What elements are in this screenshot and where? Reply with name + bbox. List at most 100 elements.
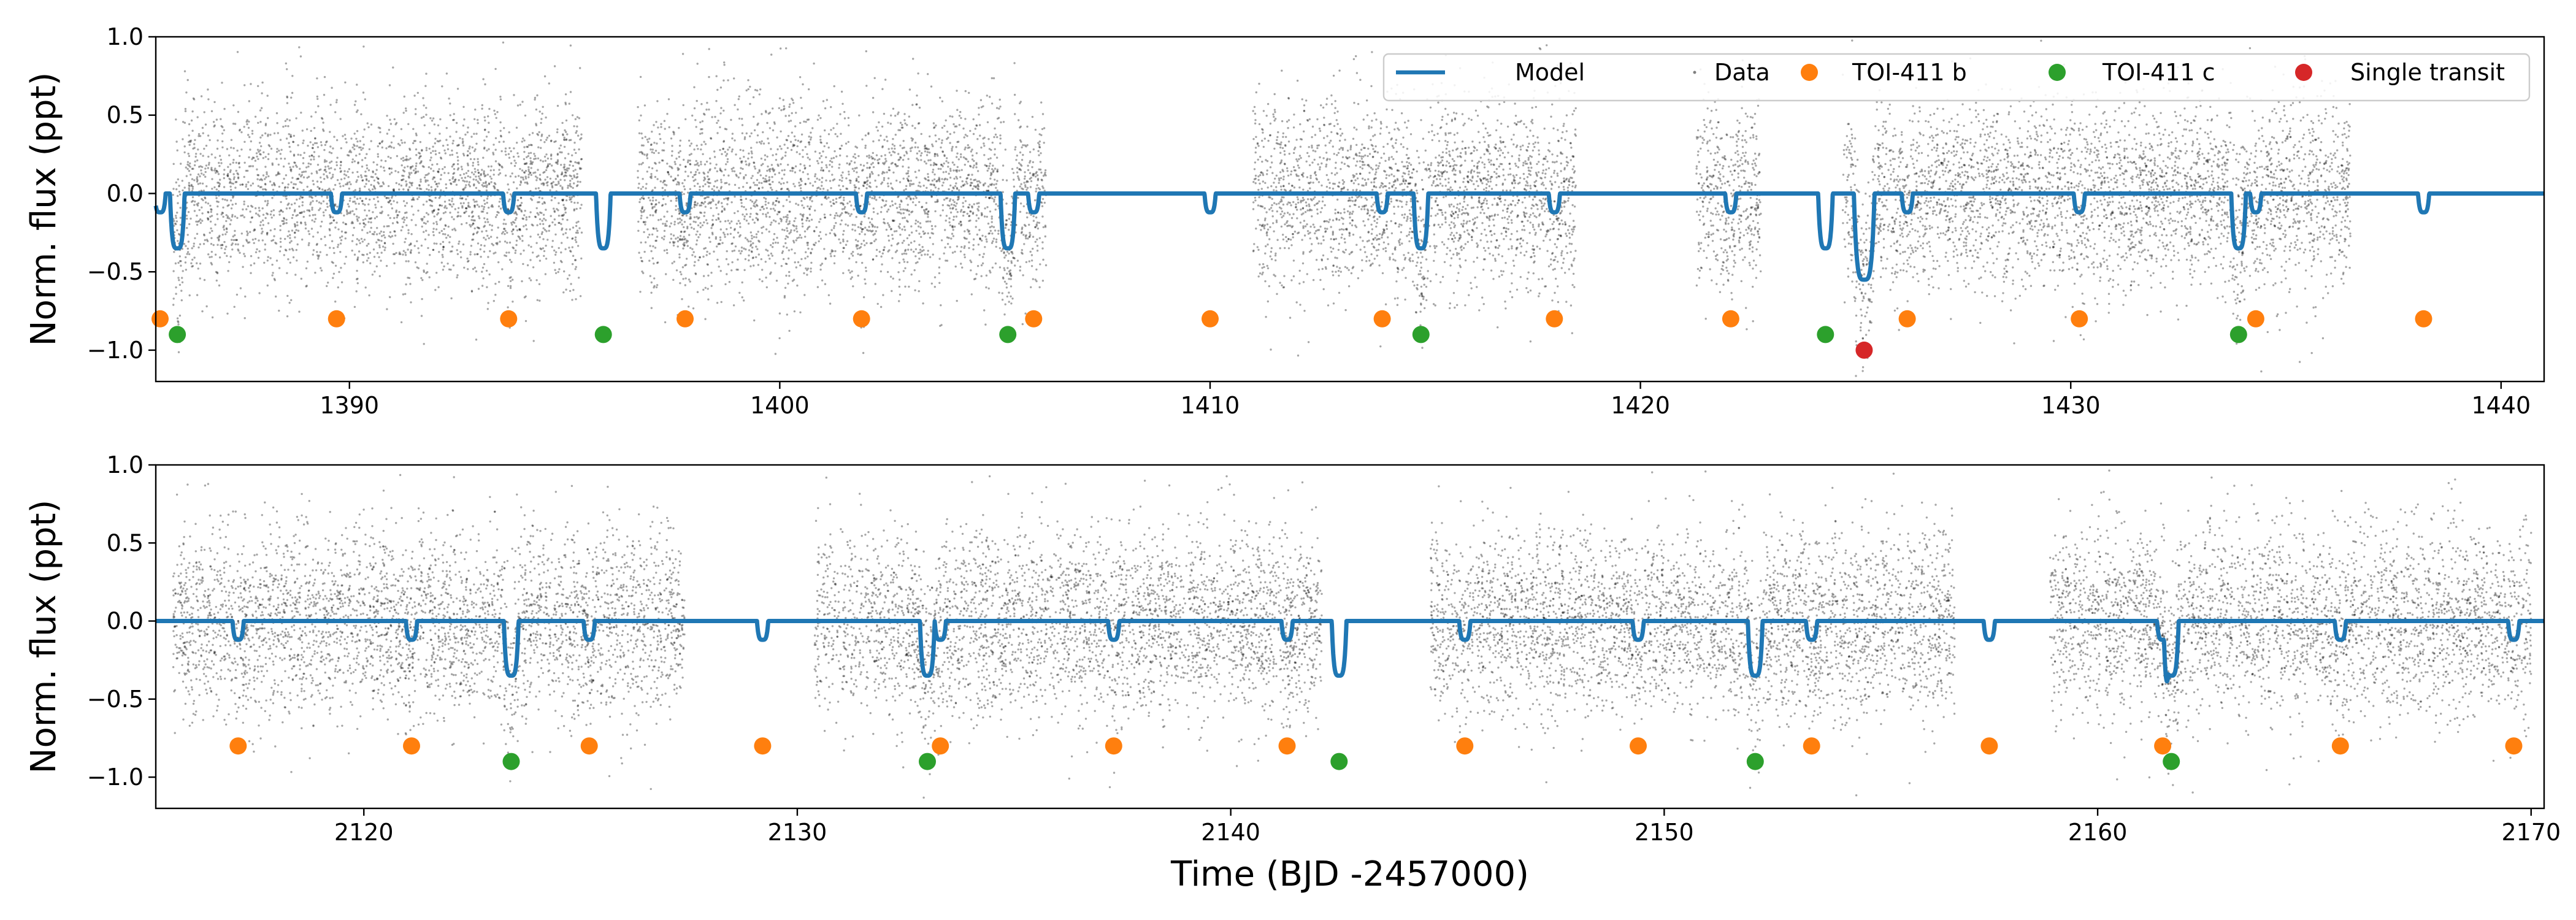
data-point	[695, 171, 697, 173]
data-point	[185, 91, 187, 93]
data-point	[914, 204, 916, 206]
data-point	[830, 106, 832, 108]
data-point	[326, 160, 328, 162]
data-point	[280, 158, 282, 159]
data-point	[705, 205, 707, 207]
data-point	[453, 218, 454, 220]
data-point	[678, 256, 680, 258]
data-point	[529, 134, 531, 136]
data-point	[565, 169, 567, 171]
data-point	[519, 228, 521, 230]
data-point	[369, 252, 371, 254]
data-point	[359, 140, 361, 142]
data-point	[710, 227, 712, 229]
data-point	[196, 263, 197, 264]
data-point	[472, 268, 474, 270]
data-point	[911, 125, 913, 126]
data-point	[423, 269, 424, 271]
data-point	[835, 197, 837, 199]
data-point	[480, 244, 482, 246]
data-point	[321, 221, 323, 223]
data-point	[285, 250, 287, 251]
data-point	[466, 258, 468, 259]
data-point	[558, 147, 560, 149]
data-point	[475, 179, 477, 181]
data-point	[911, 210, 913, 212]
data-point	[834, 255, 835, 257]
data-point	[689, 280, 691, 282]
data-point	[749, 245, 751, 247]
data-point	[515, 219, 516, 221]
data-point	[340, 178, 342, 180]
data-point	[329, 161, 331, 163]
data-point	[568, 247, 570, 248]
data-point	[224, 252, 226, 254]
data-point	[935, 140, 937, 142]
data-point	[892, 238, 894, 240]
data-point	[485, 182, 486, 184]
data-point	[301, 212, 302, 214]
data-point	[483, 251, 485, 253]
data-point	[229, 186, 231, 188]
data-point	[296, 178, 297, 180]
data-point	[887, 235, 889, 237]
data-point	[204, 279, 205, 281]
data-point	[447, 263, 448, 264]
data-point	[440, 243, 442, 245]
data-point	[315, 111, 316, 113]
data-point	[370, 123, 372, 125]
data-point	[488, 122, 489, 124]
data-point	[450, 250, 451, 252]
data-point	[576, 185, 578, 187]
data-point	[267, 158, 269, 160]
data-point	[256, 178, 258, 180]
data-point	[756, 233, 757, 235]
data-point	[1037, 221, 1038, 223]
data-point	[414, 245, 416, 247]
data-point	[505, 175, 507, 177]
data-point	[564, 157, 566, 159]
data-point	[953, 219, 954, 221]
data-point	[262, 207, 264, 209]
data-point	[973, 203, 975, 205]
data-point	[795, 225, 797, 227]
data-point	[307, 166, 309, 167]
data-point	[442, 168, 443, 170]
data-point	[560, 164, 562, 166]
data-point	[840, 174, 842, 176]
data-point	[191, 259, 193, 261]
data-point	[469, 176, 471, 178]
data-point	[258, 174, 259, 176]
data-point	[421, 226, 423, 228]
data-point	[218, 235, 220, 237]
data-point	[956, 188, 958, 190]
data-point	[291, 229, 293, 231]
data-point	[516, 205, 518, 207]
data-point	[569, 274, 570, 276]
data-point	[372, 171, 374, 173]
data-point	[650, 250, 652, 252]
data-point	[462, 202, 464, 204]
data-point	[650, 144, 652, 146]
data-point	[708, 109, 710, 110]
data-point	[250, 255, 252, 257]
data-point	[545, 258, 547, 259]
data-point	[507, 183, 509, 185]
data-point	[481, 270, 483, 272]
data-point	[730, 227, 732, 229]
data-point	[555, 251, 557, 253]
data-point	[512, 233, 513, 235]
data-point	[743, 156, 745, 158]
data-point	[497, 261, 499, 263]
data-point	[234, 186, 236, 188]
data-point	[276, 259, 278, 261]
data-point	[404, 166, 405, 168]
data-point	[196, 178, 197, 180]
data-point	[356, 215, 358, 217]
data-point	[672, 263, 673, 264]
data-point	[940, 304, 941, 306]
data-point	[493, 253, 494, 255]
data-point	[542, 203, 543, 205]
data-point	[949, 177, 951, 178]
data-point	[548, 225, 550, 227]
